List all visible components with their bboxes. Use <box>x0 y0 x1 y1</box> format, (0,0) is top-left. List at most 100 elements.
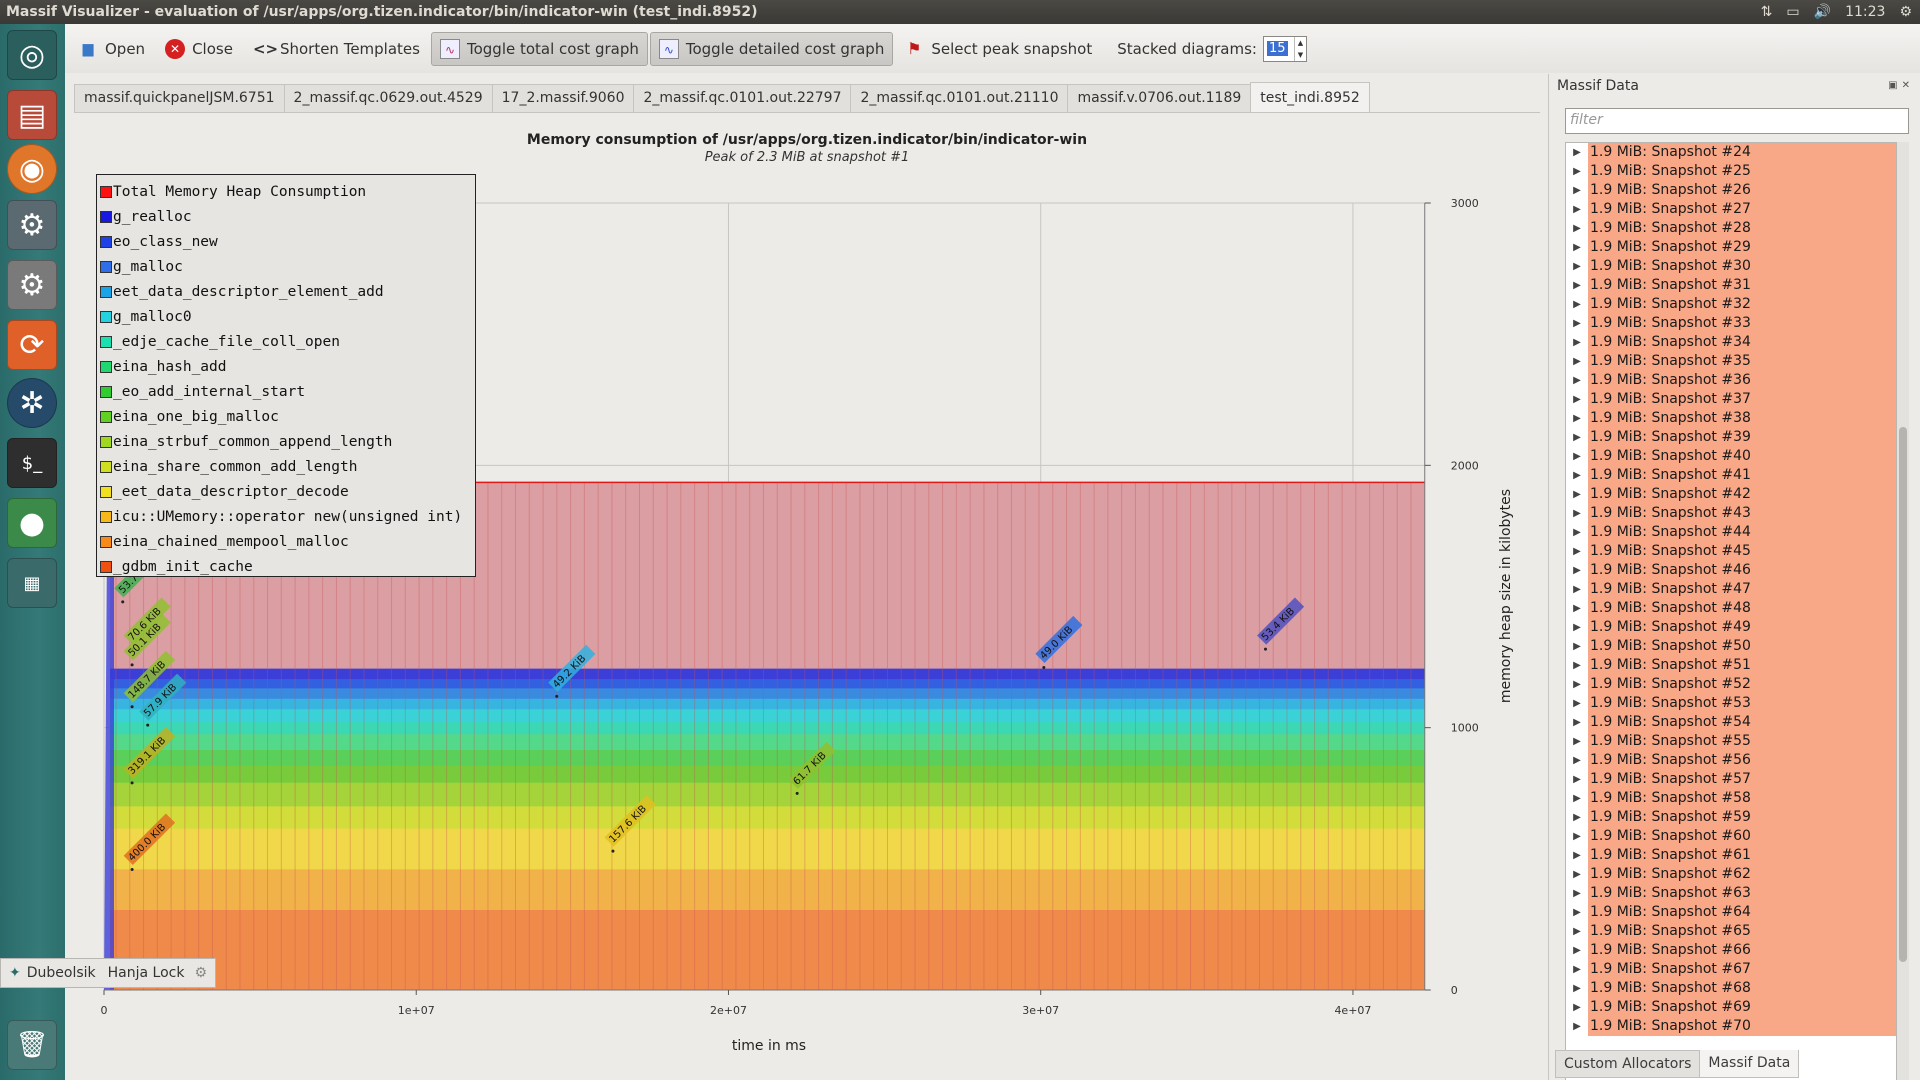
expand-triangle-icon[interactable]: ▶ <box>1573 527 1581 538</box>
snapshot-label[interactable]: 1.9 MiB: Snapshot #45 <box>1588 542 1896 561</box>
snapshot-label[interactable]: 1.9 MiB: Snapshot #35 <box>1588 352 1896 371</box>
snapshot-item[interactable]: ▶ 1.9 MiB: Snapshot #51 <box>1566 656 1896 675</box>
panel-tab[interactable]: Custom Allocators <box>1555 1050 1701 1078</box>
expand-triangle-icon[interactable]: ▶ <box>1573 489 1581 500</box>
snapshot-item[interactable]: ▶ 1.9 MiB: Snapshot #42 <box>1566 485 1896 504</box>
snapshot-item[interactable]: ▶ 1.9 MiB: Snapshot #26 <box>1566 181 1896 200</box>
snapshot-item[interactable]: ▶ 1.9 MiB: Snapshot #66 <box>1566 941 1896 960</box>
snapshot-label[interactable]: 1.9 MiB: Snapshot #36 <box>1588 371 1896 390</box>
memory-chart[interactable]: 0 1e+07 2e+07 3e+07 4e+07 0 1000 2000 3000 Memory… <box>74 113 1540 1073</box>
snapshot-item[interactable]: ▶ 1.9 MiB: Snapshot #43 <box>1566 504 1896 523</box>
snapshot-item[interactable]: ▶ 1.9 MiB: Snapshot #54 <box>1566 713 1896 732</box>
expand-triangle-icon[interactable]: ▶ <box>1573 698 1581 709</box>
snapshot-item[interactable]: ▶ 1.9 MiB: Snapshot #30 <box>1566 257 1896 276</box>
snapshot-item[interactable]: ▶ 1.9 MiB: Snapshot #52 <box>1566 675 1896 694</box>
snapshot-item[interactable]: ▶ 1.9 MiB: Snapshot #50 <box>1566 637 1896 656</box>
expand-triangle-icon[interactable]: ▶ <box>1573 413 1581 424</box>
snapshot-item[interactable]: ▶ 1.9 MiB: Snapshot #39 <box>1566 428 1896 447</box>
ime-indicator[interactable]: ✦ Dubeolsik Hanja Lock ⚙ <box>0 958 216 988</box>
snapshot-item[interactable]: ▶ 1.9 MiB: Snapshot #68 <box>1566 979 1896 998</box>
snapshot-item[interactable]: ▶ 1.9 MiB: Snapshot #35 <box>1566 352 1896 371</box>
expand-triangle-icon[interactable]: ▶ <box>1573 983 1581 994</box>
snapshot-label[interactable]: 1.9 MiB: Snapshot #25 <box>1588 162 1896 181</box>
file-tab[interactable]: test_indi.8952 <box>1250 82 1370 112</box>
files-icon[interactable]: ▤ <box>7 90 57 140</box>
expand-triangle-icon[interactable]: ▶ <box>1573 394 1581 405</box>
snapshot-label[interactable]: 1.9 MiB: Snapshot #39 <box>1588 428 1896 447</box>
snapshot-item[interactable]: ▶ 1.9 MiB: Snapshot #60 <box>1566 827 1896 846</box>
expand-triangle-icon[interactable]: ▶ <box>1573 812 1581 823</box>
snapshot-label[interactable]: 1.9 MiB: Snapshot #64 <box>1588 903 1896 922</box>
snapshot-label[interactable]: 1.9 MiB: Snapshot #27 <box>1588 200 1896 219</box>
snapshot-item[interactable]: ▶ 1.9 MiB: Snapshot #32 <box>1566 295 1896 314</box>
snapshot-item[interactable]: ▶ 1.9 MiB: Snapshot #69 <box>1566 998 1896 1017</box>
spin-arrows-icon[interactable]: ▲ ▼ <box>1293 36 1306 61</box>
snapshot-item[interactable]: ▶ 1.9 MiB: Snapshot #65 <box>1566 922 1896 941</box>
snapshot-item[interactable]: ▶ 1.9 MiB: Snapshot #58 <box>1566 789 1896 808</box>
snapshot-item[interactable]: ▶ 1.9 MiB: Snapshot #36 <box>1566 371 1896 390</box>
expand-triangle-icon[interactable]: ▶ <box>1573 546 1581 557</box>
snapshot-label[interactable]: 1.9 MiB: Snapshot #62 <box>1588 865 1896 884</box>
expand-triangle-icon[interactable]: ▶ <box>1573 204 1581 215</box>
snapshot-item[interactable]: ▶ 1.9 MiB: Snapshot #57 <box>1566 770 1896 789</box>
snapshot-tree[interactable]: ▶ 1.9 MiB: Snapshot #24 ▶ 1.9 MiB: Snapshot… <box>1565 142 1897 1080</box>
snapshot-label[interactable]: 1.9 MiB: Snapshot #60 <box>1588 827 1896 846</box>
snapshot-label[interactable]: 1.9 MiB: Snapshot #56 <box>1588 751 1896 770</box>
snapshot-label[interactable]: 1.9 MiB: Snapshot #43 <box>1588 504 1896 523</box>
panel-float-close-icons[interactable]: ▣✕ <box>1888 80 1914 91</box>
file-tab[interactable]: 2_massif.qc.0101.out.21110 <box>850 84 1069 112</box>
toggle-total-cost-button[interactable]: ∿ Toggle total cost graph <box>430 31 648 66</box>
expand-triangle-icon[interactable]: ▶ <box>1573 660 1581 671</box>
snapshot-item[interactable]: ▶ 1.9 MiB: Snapshot #38 <box>1566 409 1896 428</box>
expand-triangle-icon[interactable]: ▶ <box>1573 793 1581 804</box>
open-button[interactable]: ▆ Open <box>69 32 154 66</box>
file-tab[interactable]: massif.v.0706.out.1189 <box>1067 84 1252 112</box>
expand-triangle-icon[interactable]: ▶ <box>1573 679 1581 690</box>
expand-triangle-icon[interactable]: ▶ <box>1573 603 1581 614</box>
snapshot-label[interactable]: 1.9 MiB: Snapshot #26 <box>1588 181 1896 200</box>
snapshot-item[interactable]: ▶ 1.9 MiB: Snapshot #29 <box>1566 238 1896 257</box>
snapshot-label[interactable]: 1.9 MiB: Snapshot #33 <box>1588 314 1896 333</box>
snapshot-item[interactable]: ▶ 1.9 MiB: Snapshot #44 <box>1566 523 1896 542</box>
expand-triangle-icon[interactable]: ▶ <box>1573 641 1581 652</box>
file-tab[interactable]: massif.quickpanelJSM.6751 <box>74 84 285 112</box>
system-settings-icon[interactable]: ⚙ <box>7 200 57 250</box>
snapshot-item[interactable]: ▶ 1.9 MiB: Snapshot #53 <box>1566 694 1896 713</box>
snapshot-item[interactable]: ▶ 1.9 MiB: Snapshot #46 <box>1566 561 1896 580</box>
filter-input[interactable]: filter <box>1565 108 1909 134</box>
file-tab[interactable]: 17_2.massif.9060 <box>491 84 635 112</box>
file-tab[interactable]: 2_massif.qc.0629.out.4529 <box>283 84 493 112</box>
firefox-icon[interactable]: ◉ <box>7 144 57 194</box>
expand-triangle-icon[interactable]: ▶ <box>1573 280 1581 291</box>
ime-settings-icon[interactable]: ⚙ <box>194 965 208 981</box>
ubuntu-logo-icon[interactable]: ◎ <box>7 30 57 80</box>
snapshot-label[interactable]: 1.9 MiB: Snapshot #31 <box>1588 276 1896 295</box>
snapshot-label[interactable]: 1.9 MiB: Snapshot #63 <box>1588 884 1896 903</box>
volume-icon[interactable]: 🔊 <box>1813 4 1832 20</box>
snapshot-item[interactable]: ▶ 1.9 MiB: Snapshot #40 <box>1566 447 1896 466</box>
expand-triangle-icon[interactable]: ▶ <box>1573 926 1581 937</box>
snapshot-label[interactable]: 1.9 MiB: Snapshot #34 <box>1588 333 1896 352</box>
snapshot-label[interactable]: 1.9 MiB: Snapshot #29 <box>1588 238 1896 257</box>
expand-triangle-icon[interactable]: ▶ <box>1573 869 1581 880</box>
expand-triangle-icon[interactable]: ▶ <box>1573 356 1581 367</box>
expand-triangle-icon[interactable]: ▶ <box>1573 1002 1581 1013</box>
expand-triangle-icon[interactable]: ▶ <box>1573 907 1581 918</box>
expand-triangle-icon[interactable]: ▶ <box>1573 375 1581 386</box>
snapshot-label[interactable]: 1.9 MiB: Snapshot #49 <box>1588 618 1896 637</box>
snapshot-label[interactable]: 1.9 MiB: Snapshot #58 <box>1588 789 1896 808</box>
stacked-diagrams-value[interactable]: 15 <box>1266 41 1288 56</box>
snapshot-label[interactable]: 1.9 MiB: Snapshot #65 <box>1588 922 1896 941</box>
close-button[interactable]: ✕ Close <box>156 32 242 66</box>
snapshot-item[interactable]: ▶ 1.9 MiB: Snapshot #64 <box>1566 903 1896 922</box>
file-tab[interactable]: 2_massif.qc.0101.out.22797 <box>633 84 852 112</box>
expand-triangle-icon[interactable]: ▶ <box>1573 964 1581 975</box>
snapshot-label[interactable]: 1.9 MiB: Snapshot #42 <box>1588 485 1896 504</box>
stacked-diagrams-spinbox[interactable]: 15 ▲ ▼ <box>1262 35 1307 62</box>
expand-triangle-icon[interactable]: ▶ <box>1573 850 1581 861</box>
snapshot-label[interactable]: 1.9 MiB: Snapshot #54 <box>1588 713 1896 732</box>
snapshot-label[interactable]: 1.9 MiB: Snapshot #51 <box>1588 656 1896 675</box>
snapshot-label[interactable]: 1.9 MiB: Snapshot #38 <box>1588 409 1896 428</box>
snapshot-item[interactable]: ▶ 1.9 MiB: Snapshot #34 <box>1566 333 1896 352</box>
snapshot-label[interactable]: 1.9 MiB: Snapshot #37 <box>1588 390 1896 409</box>
